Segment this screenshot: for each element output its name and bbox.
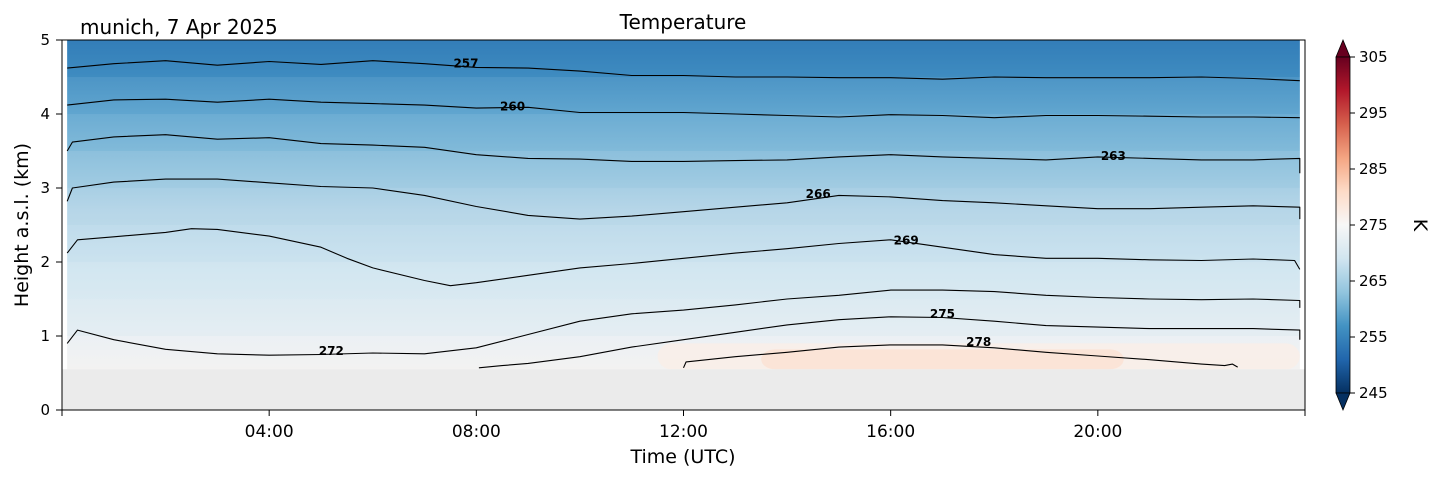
- x-tick-label: 12:00: [659, 422, 708, 442]
- contour-label: 260: [500, 100, 525, 114]
- temperature-band: [67, 188, 1300, 225]
- colorbar-tick-label: 275: [1359, 216, 1388, 234]
- temperature-band: [67, 40, 1300, 77]
- colorbar-gradient: [1335, 56, 1351, 394]
- chart-title: Temperature: [619, 10, 747, 34]
- x-tick-label: 16:00: [866, 422, 915, 442]
- contour-260: 260: [67, 98, 1300, 119]
- colorbar: 245 255 265 275 285 295 305 K: [1335, 38, 1429, 412]
- contour-278: 278: [682, 335, 1238, 369]
- contour-266: 266: [66, 178, 1301, 220]
- y-axis: 0 1 2 3 4 5: [40, 31, 62, 419]
- chart-subtitle: munich, 7 Apr 2025: [80, 15, 278, 39]
- x-tick-label: 08:00: [452, 422, 501, 442]
- colorbar-tick-label: 265: [1359, 272, 1388, 290]
- contour-line: [67, 60, 1300, 82]
- colorbar-tick-label: 245: [1359, 384, 1388, 402]
- colorbar-tick-label: 295: [1359, 104, 1388, 122]
- contour-lines: 257 260 263 266 269 272 275 278: [66, 57, 1301, 369]
- y-axis-label: Height a.s.l. (km): [11, 143, 33, 307]
- contour-label: 275: [930, 307, 955, 321]
- contour-line: [682, 344, 1238, 369]
- colorbar-ticks: 245 255 265 275 285 295 305: [1350, 48, 1388, 402]
- colorbar-tick-label: 305: [1359, 48, 1388, 66]
- contour-label: 278: [966, 335, 991, 349]
- colorbar-extend-min: [1335, 392, 1351, 412]
- temperature-band: [67, 77, 1300, 114]
- temperature-field: [67, 40, 1300, 370]
- contour-257: 257: [67, 57, 1300, 82]
- temperature-bands: [67, 40, 1300, 370]
- colorbar-extend-max: [1335, 38, 1351, 58]
- contour-label: 272: [319, 344, 344, 358]
- x-tick-label: 04:00: [245, 422, 294, 442]
- contour-label: 257: [453, 57, 478, 71]
- warm-core-layer: [657, 343, 1300, 370]
- x-axis: 04:00 08:00 12:00 16:00 20:00: [61, 410, 1306, 442]
- x-axis-label: Time (UTC): [629, 446, 735, 468]
- contour-line: [66, 228, 1301, 287]
- x-tick-label: 20:00: [1073, 422, 1122, 442]
- warm-core-region: [761, 349, 1124, 370]
- contour-label: 269: [894, 234, 919, 248]
- colorbar-tick-label: 285: [1359, 160, 1388, 178]
- contour-line: [67, 98, 1300, 119]
- temperature-band: [67, 262, 1300, 299]
- plot-area: 257 260 263 266 269 272 275 278: [62, 40, 1305, 410]
- contour-label: 266: [806, 187, 831, 201]
- contour-line: [478, 316, 1301, 369]
- y-tick-label: 4: [40, 105, 50, 123]
- contour-272: 272: [66, 289, 1301, 358]
- colorbar-label: K: [1409, 219, 1429, 232]
- contour-line: [66, 289, 1301, 356]
- colorbar-tick-label: 255: [1359, 328, 1388, 346]
- contour-line: [66, 178, 1301, 220]
- contour-263: 263: [66, 134, 1301, 174]
- y-tick-label: 0: [40, 401, 50, 419]
- y-tick-label: 2: [40, 253, 50, 271]
- temperature-band: [67, 225, 1300, 262]
- temperature-band: [67, 114, 1300, 151]
- temperature-band: [67, 299, 1300, 336]
- contour-line: [66, 134, 1301, 174]
- contour-275: 275: [478, 307, 1301, 369]
- y-tick-label: 5: [40, 31, 50, 49]
- contour-269: 269: [66, 228, 1301, 287]
- y-tick-label: 1: [40, 327, 50, 345]
- y-tick-label: 3: [40, 179, 50, 197]
- no-data-region: [62, 369, 1305, 410]
- contour-label: 263: [1101, 149, 1126, 163]
